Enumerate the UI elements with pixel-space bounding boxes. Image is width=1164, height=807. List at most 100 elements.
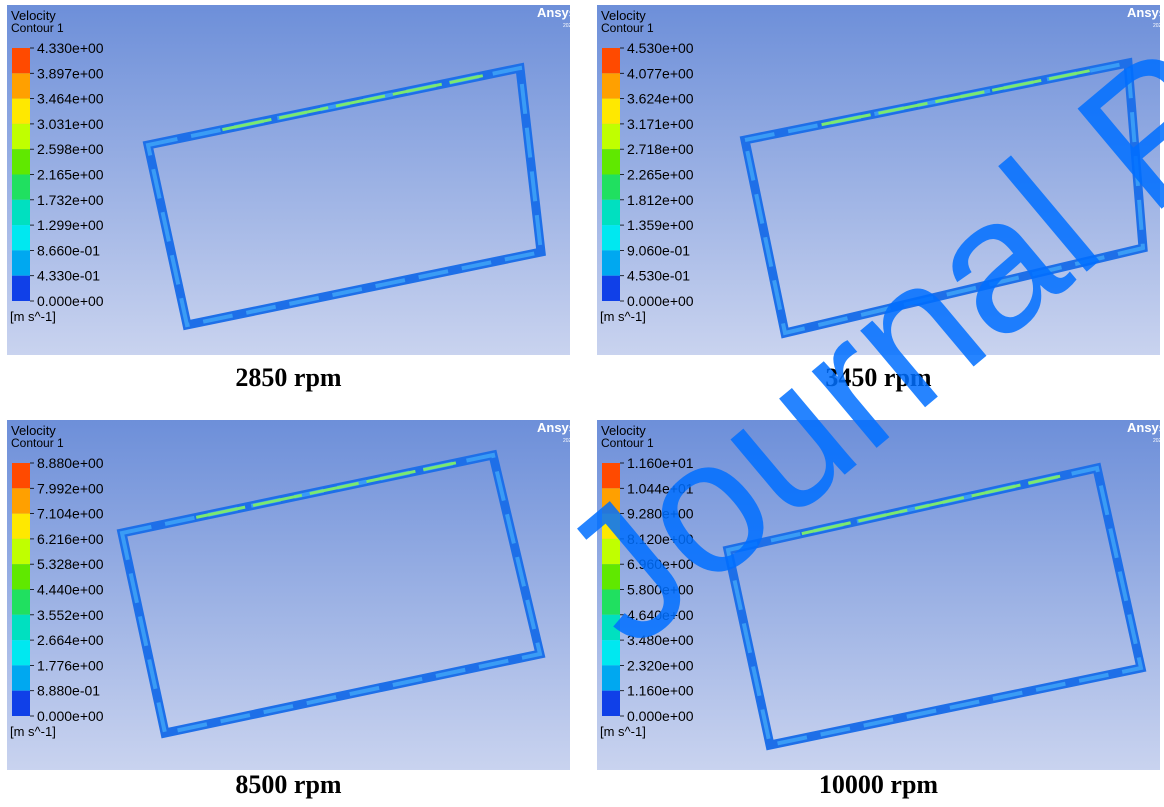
legend-swatch [602, 149, 620, 174]
caption: 2850 rpm [7, 363, 570, 393]
legend-swatch [12, 48, 30, 73]
channel-inner [728, 468, 1141, 745]
legend-label: 1.776e+00 [37, 657, 104, 673]
legend-swatch [602, 665, 620, 690]
legend-swatch [12, 225, 30, 250]
caption: 8500 rpm [7, 770, 570, 800]
legend-unit: [m s^-1] [10, 724, 56, 739]
legend-label: 2.664e+00 [37, 632, 104, 648]
legend-label: 9.280e+00 [627, 506, 694, 522]
legend-label: 3.464e+00 [37, 91, 104, 107]
legend-label: 3.171e+00 [627, 116, 694, 132]
legend-swatch [602, 175, 620, 200]
legend-subtitle: Contour 1 [601, 21, 654, 35]
legend-swatch [602, 463, 620, 488]
legend-swatch [12, 200, 30, 225]
channel-inner [122, 455, 540, 733]
legend-label: 2.598e+00 [37, 141, 104, 157]
legend-label: 5.800e+00 [627, 582, 694, 598]
legend-label: 1.299e+00 [37, 217, 104, 233]
legend-swatch [12, 564, 30, 589]
legend-swatch [602, 250, 620, 275]
legend-label: 0.000e+00 [627, 293, 694, 309]
legend-subtitle: Contour 1 [601, 436, 654, 450]
legend-label: 3.552e+00 [37, 607, 104, 623]
legend-swatch [602, 640, 620, 665]
legend-swatch [12, 73, 30, 98]
legend-label: 1.160e+00 [627, 683, 694, 699]
legend-swatch [12, 615, 30, 640]
legend-swatch [12, 665, 30, 690]
high-velocity-streak [822, 71, 1090, 125]
contour-plot: VelocityContour 1Ansys20241.160e+011.044… [597, 420, 1160, 770]
legend-label: 4.330e+00 [37, 40, 104, 56]
legend-label: 2.718e+00 [627, 141, 694, 157]
legend-label: 4.077e+00 [627, 65, 694, 81]
legend-label: 1.160e+01 [627, 455, 694, 471]
legend-label: 0.000e+00 [37, 293, 104, 309]
legend-swatch [12, 250, 30, 275]
legend-swatch [602, 590, 620, 615]
legend-label: 2.265e+00 [627, 167, 694, 183]
legend-swatch [12, 463, 30, 488]
legend-label: 3.897e+00 [37, 65, 104, 81]
logo-year: 2024 [563, 23, 570, 29]
legend-label: 1.732e+00 [37, 192, 104, 208]
legend-swatch [12, 590, 30, 615]
legend-swatch [12, 175, 30, 200]
legend-swatch [602, 99, 620, 124]
high-velocity-streak [222, 76, 482, 130]
legend-label: 8.880e-01 [37, 683, 100, 699]
page: VelocityContour 1Ansys20244.330e+003.897… [0, 0, 1164, 807]
legend-label: 3.624e+00 [627, 91, 694, 107]
legend-swatch [602, 615, 620, 640]
channel-outer [728, 468, 1141, 745]
legend-swatch [602, 691, 620, 716]
logo: Ansys [1127, 5, 1160, 20]
channel-outer [148, 68, 541, 325]
legend-label: 7.104e+00 [37, 506, 104, 522]
legend-subtitle: Contour 1 [11, 436, 64, 450]
legend-subtitle: Contour 1 [11, 21, 64, 35]
legend-label: 1.812e+00 [627, 192, 694, 208]
legend-label: 9.060e-01 [627, 242, 690, 258]
legend-swatch [602, 48, 620, 73]
legend-swatch [12, 691, 30, 716]
legend-swatch [602, 564, 620, 589]
logo-year: 2024 [563, 438, 570, 444]
legend-swatch [12, 640, 30, 665]
legend-swatch [602, 225, 620, 250]
legend-label: 4.640e+00 [627, 607, 694, 623]
logo: Ansys [537, 5, 570, 20]
logo: Ansys [537, 420, 570, 435]
legend-label: 8.880e+00 [37, 455, 104, 471]
caption: 3450 rpm [597, 363, 1160, 393]
legend-label: 8.660e-01 [37, 242, 100, 258]
legend-label: 8.120e+00 [627, 531, 694, 547]
legend-unit: [m s^-1] [600, 309, 646, 324]
legend-label: 4.530e+00 [627, 40, 694, 56]
legend-label: 0.000e+00 [627, 708, 694, 724]
legend-label: 2.320e+00 [627, 657, 694, 673]
logo-year: 2024 [1153, 23, 1160, 29]
legend-label: 4.330e-01 [37, 268, 100, 284]
contour-plot: VelocityContour 1Ansys20244.330e+003.897… [7, 5, 570, 355]
legend-label: 7.992e+00 [37, 480, 104, 496]
legend-swatch [602, 200, 620, 225]
legend-swatch [12, 124, 30, 149]
legend-label: 1.044e+01 [627, 480, 694, 496]
logo: Ansys [1127, 420, 1160, 435]
legend-swatch [12, 99, 30, 124]
legend-swatch [12, 539, 30, 564]
legend-label: 0.000e+00 [37, 708, 104, 724]
legend-label: 3.480e+00 [627, 632, 694, 648]
legend-label: 2.165e+00 [37, 167, 104, 183]
legend-swatch [602, 124, 620, 149]
channel-outer [745, 63, 1143, 333]
legend-swatch [602, 73, 620, 98]
